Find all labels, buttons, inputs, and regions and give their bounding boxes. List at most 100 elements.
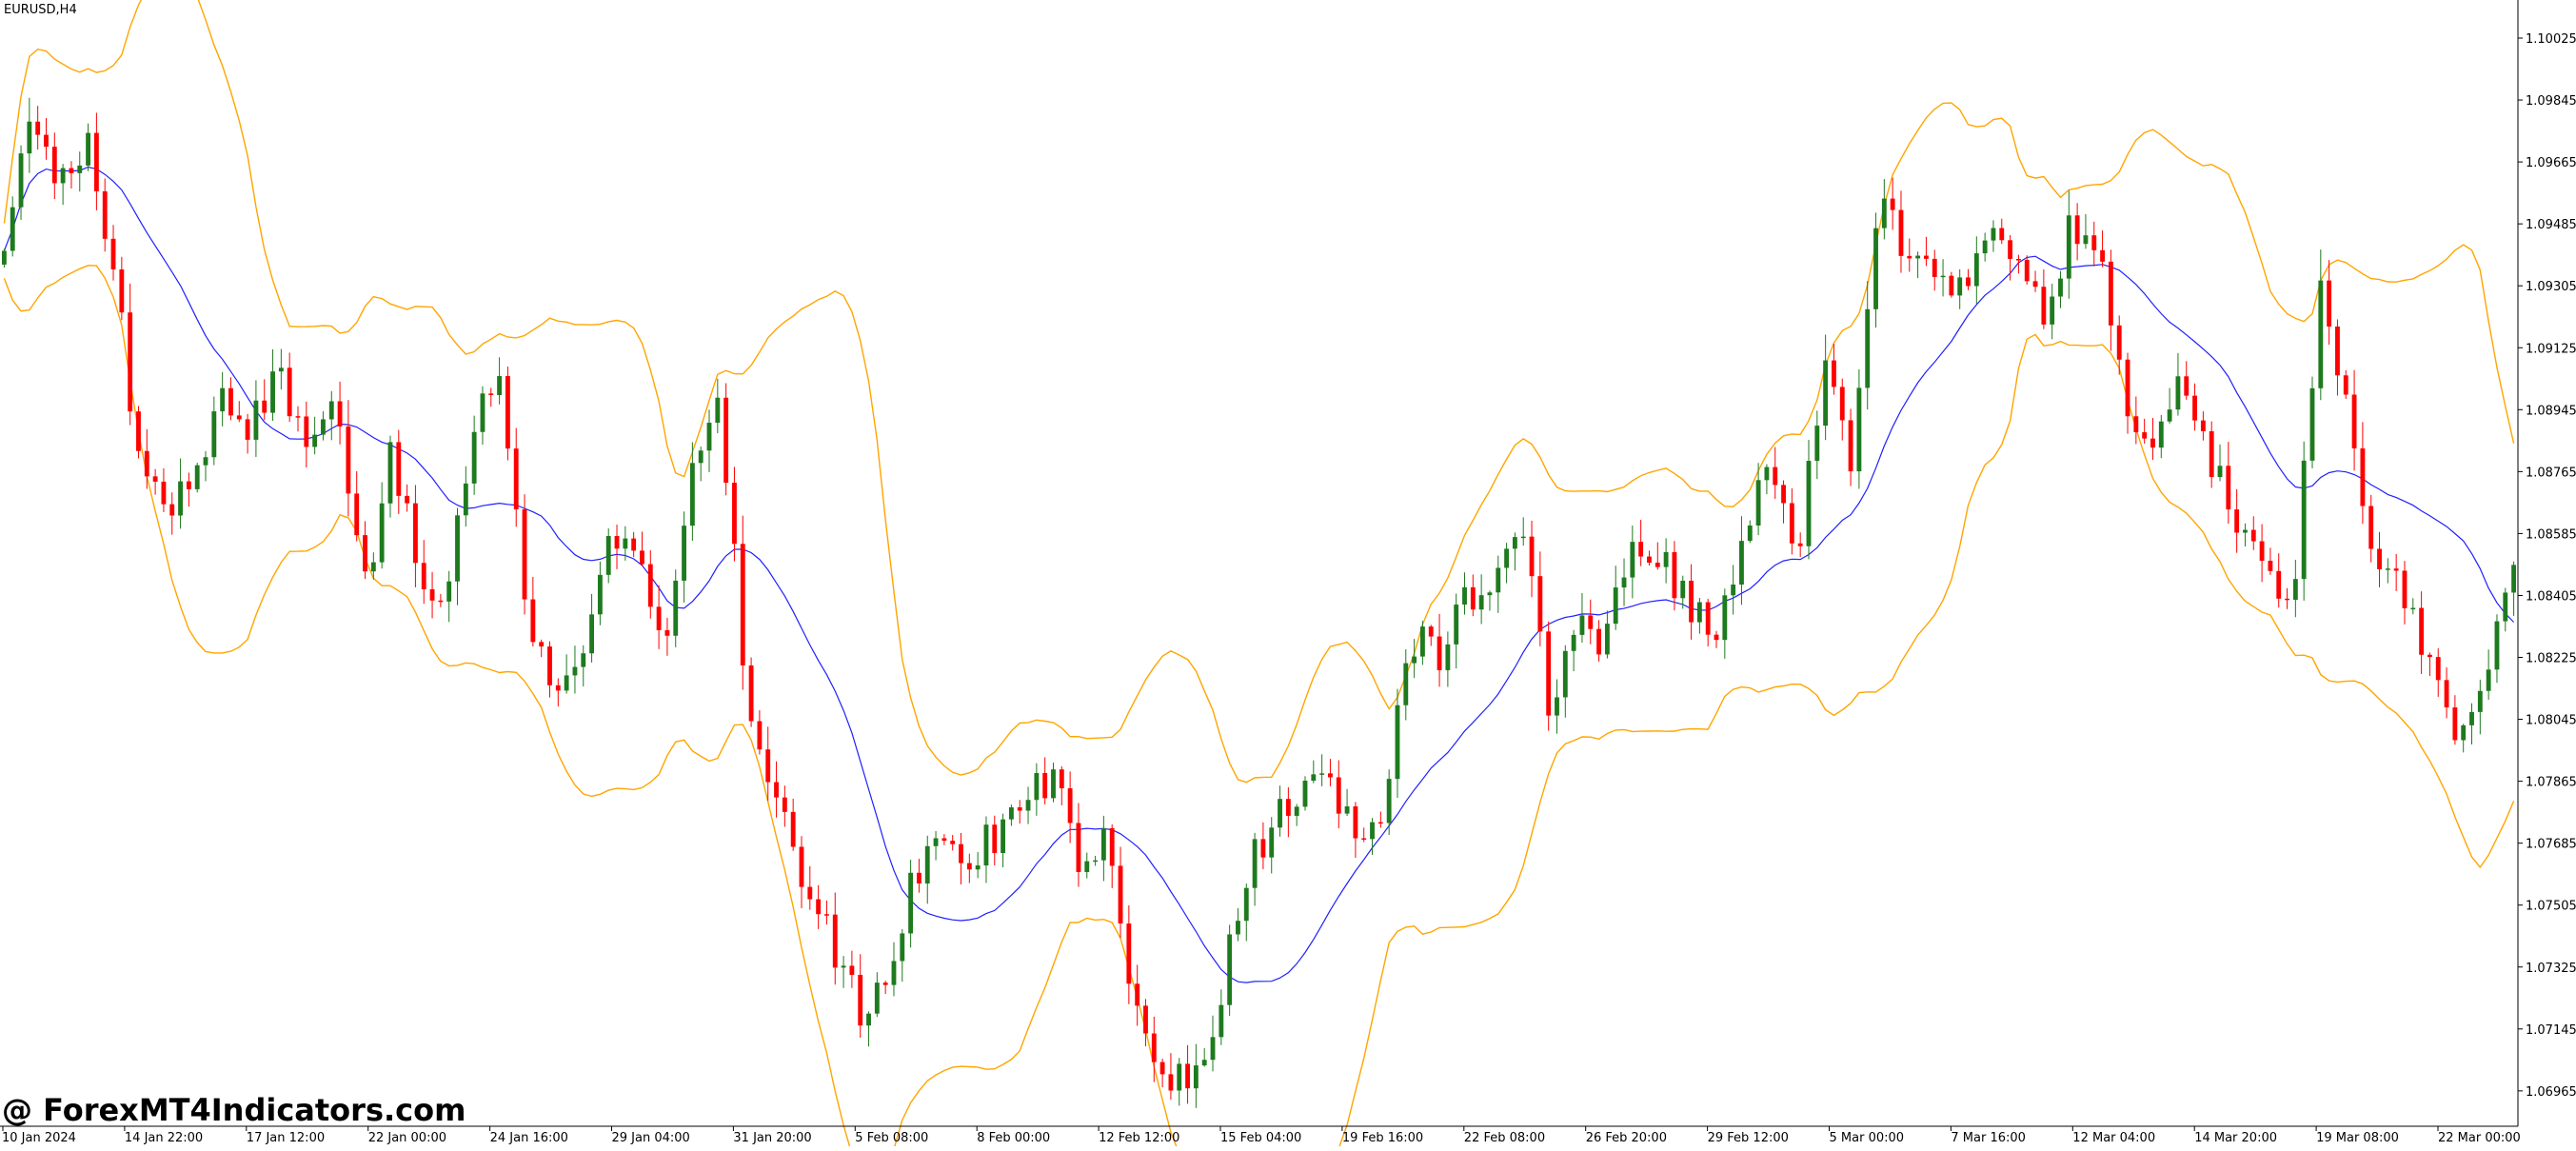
- candle: [1294, 804, 1299, 826]
- candle: [1520, 517, 1526, 546]
- candle-body: [396, 442, 402, 496]
- candle-body: [682, 526, 686, 581]
- candle: [136, 406, 141, 459]
- candle-body: [891, 961, 897, 985]
- candle-body: [1302, 781, 1308, 807]
- candle-body: [2217, 466, 2223, 478]
- candle: [924, 835, 930, 904]
- candle-body: [647, 564, 653, 607]
- candle-body: [1168, 1074, 1174, 1091]
- y-tick-label: 1.08585: [2526, 527, 2576, 542]
- candle: [2100, 230, 2105, 268]
- candle: [917, 859, 921, 893]
- candle-body: [1067, 787, 1073, 824]
- candle-body: [572, 666, 578, 676]
- candle-body: [1613, 587, 1618, 625]
- candle-body: [1025, 800, 1031, 811]
- watermark-text: @ ForexMT4Indicators.com: [2, 1092, 466, 1128]
- candle-body: [1201, 1060, 1207, 1066]
- candle: [1797, 532, 1803, 557]
- candle: [1705, 599, 1711, 646]
- candle-body: [1193, 1065, 1199, 1089]
- y-tick-label: 1.08765: [2526, 466, 2576, 480]
- candle: [2133, 396, 2139, 445]
- candle-body: [110, 238, 116, 270]
- candle-body: [1907, 255, 1912, 259]
- candle: [1285, 786, 1291, 838]
- candle: [2503, 587, 2508, 632]
- candle: [748, 657, 754, 727]
- candle: [1210, 1015, 1216, 1072]
- candle: [387, 435, 393, 518]
- candle: [799, 836, 804, 908]
- candle: [983, 816, 989, 883]
- candle: [513, 427, 519, 527]
- candle-body: [1017, 807, 1022, 811]
- candle-body: [405, 495, 410, 504]
- candle: [1907, 238, 1912, 272]
- candle: [2335, 319, 2340, 396]
- candle: [186, 472, 191, 507]
- candle: [1454, 593, 1459, 669]
- candle: [505, 367, 510, 461]
- candle-body: [119, 269, 125, 313]
- candle-body: [1042, 772, 1048, 799]
- candle-body: [1236, 921, 1240, 935]
- candle-body: [35, 121, 41, 135]
- candle: [2385, 558, 2390, 584]
- candle-body: [816, 899, 822, 915]
- candle: [421, 540, 426, 605]
- candle-body: [2058, 278, 2063, 297]
- candle: [2150, 418, 2155, 460]
- candle: [262, 379, 268, 421]
- candle: [2444, 666, 2449, 719]
- candle: [908, 860, 914, 948]
- candle-body: [673, 580, 679, 636]
- candle: [774, 761, 779, 818]
- candle-body: [832, 914, 838, 968]
- candle: [1814, 410, 1820, 480]
- candle: [161, 467, 167, 512]
- candle-body: [211, 411, 217, 458]
- candle: [245, 413, 250, 454]
- candle-body: [2301, 460, 2307, 580]
- candle: [446, 570, 452, 623]
- candle: [1260, 822, 1266, 869]
- x-tick-label: 24 Jan 16:00: [490, 1131, 568, 1145]
- candle-body: [77, 165, 83, 173]
- candle: [1722, 588, 1728, 659]
- candle-body: [941, 838, 947, 842]
- y-tick-label: 1.09125: [2526, 342, 2576, 356]
- candle-body: [2292, 579, 2298, 601]
- candle: [715, 378, 721, 434]
- candle-body: [1285, 799, 1291, 816]
- candle: [2175, 352, 2181, 416]
- candle: [2393, 554, 2399, 591]
- candle: [144, 428, 149, 489]
- candle-body: [1555, 697, 1559, 716]
- candle-body: [1773, 466, 1778, 486]
- candle: [1168, 1053, 1174, 1101]
- candle-body: [1210, 1037, 1216, 1061]
- candle-body: [363, 535, 367, 572]
- candle-body: [1814, 426, 1820, 462]
- candle: [1739, 516, 1744, 605]
- candle-body: [2402, 570, 2408, 608]
- candle-body: [2469, 711, 2474, 725]
- candle: [530, 576, 536, 647]
- candle-body: [522, 509, 527, 600]
- y-tick-label: 1.09485: [2526, 218, 2576, 232]
- candle-body: [2150, 438, 2155, 448]
- candle: [2292, 559, 2298, 618]
- candle-body: [2276, 570, 2282, 599]
- candle: [2158, 414, 2164, 459]
- y-tick-label: 1.08045: [2526, 714, 2576, 728]
- candle: [93, 112, 99, 210]
- candle: [1806, 439, 1812, 560]
- candle: [732, 466, 737, 562]
- candle-body: [1328, 773, 1333, 778]
- candle: [941, 834, 947, 845]
